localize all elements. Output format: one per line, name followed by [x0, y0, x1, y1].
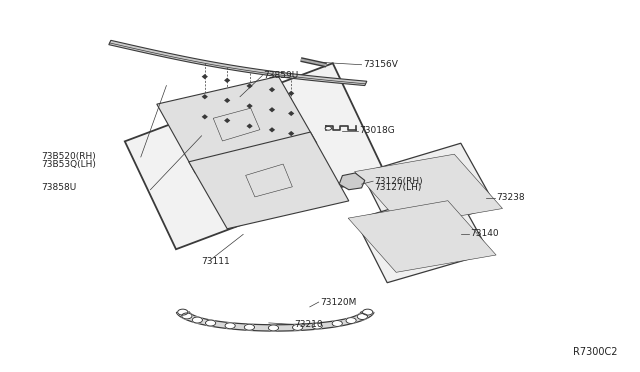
Circle shape: [312, 323, 323, 329]
Circle shape: [244, 324, 255, 330]
Polygon shape: [125, 63, 384, 249]
Polygon shape: [246, 164, 292, 197]
Text: 73B520(RH): 73B520(RH): [42, 153, 97, 161]
Circle shape: [362, 309, 372, 315]
Text: 73120M: 73120M: [320, 298, 356, 307]
Text: 73127(LH): 73127(LH): [374, 183, 422, 192]
Circle shape: [325, 126, 332, 130]
Text: 73859U: 73859U: [264, 71, 299, 80]
Polygon shape: [269, 107, 275, 112]
Text: 73210: 73210: [294, 320, 323, 329]
Polygon shape: [215, 111, 294, 201]
Circle shape: [178, 309, 188, 315]
Polygon shape: [202, 74, 208, 79]
Text: 73858U: 73858U: [42, 183, 77, 192]
Text: R7300C2: R7300C2: [573, 347, 618, 357]
Polygon shape: [202, 94, 208, 99]
Circle shape: [357, 314, 367, 320]
Polygon shape: [246, 124, 253, 129]
Text: 73018G: 73018G: [360, 126, 396, 135]
Polygon shape: [224, 118, 230, 123]
Text: 73B53Q(LH): 73B53Q(LH): [42, 160, 97, 169]
Polygon shape: [224, 98, 230, 103]
Polygon shape: [348, 201, 496, 272]
Polygon shape: [355, 154, 502, 226]
Polygon shape: [288, 111, 294, 116]
Circle shape: [292, 324, 303, 330]
Polygon shape: [417, 231, 426, 242]
Circle shape: [205, 320, 216, 326]
Text: 73140: 73140: [470, 229, 499, 238]
Text: 73238: 73238: [496, 193, 525, 202]
Polygon shape: [288, 131, 294, 136]
Polygon shape: [269, 127, 275, 132]
Polygon shape: [246, 103, 253, 109]
Circle shape: [225, 323, 236, 329]
Polygon shape: [288, 91, 294, 96]
Circle shape: [346, 318, 356, 324]
Polygon shape: [269, 87, 275, 92]
Polygon shape: [362, 143, 496, 236]
Polygon shape: [246, 83, 253, 89]
Circle shape: [268, 325, 278, 331]
Polygon shape: [213, 108, 260, 141]
Polygon shape: [109, 40, 367, 86]
Polygon shape: [157, 76, 317, 173]
Polygon shape: [339, 173, 365, 190]
Circle shape: [182, 313, 192, 319]
Circle shape: [332, 321, 342, 327]
Polygon shape: [355, 190, 490, 283]
Polygon shape: [177, 312, 374, 331]
Text: 73156V: 73156V: [363, 60, 397, 69]
Circle shape: [192, 317, 202, 323]
Text: 73111: 73111: [202, 257, 230, 266]
Text: 73126(RH): 73126(RH): [374, 177, 423, 186]
Polygon shape: [224, 78, 230, 83]
Polygon shape: [189, 132, 349, 229]
Polygon shape: [202, 114, 208, 119]
Polygon shape: [424, 185, 432, 195]
